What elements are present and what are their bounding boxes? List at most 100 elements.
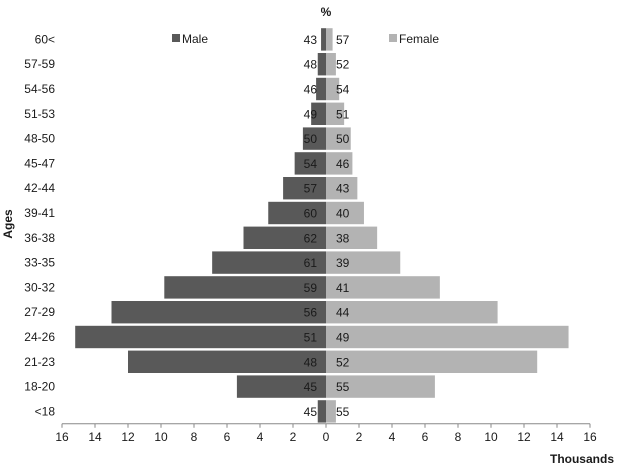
category-label: 27-29 bbox=[24, 305, 55, 319]
male-percent-label: 48 bbox=[304, 58, 318, 72]
female-percent-label: 51 bbox=[336, 107, 350, 121]
bar-male bbox=[111, 301, 326, 324]
legend-male-swatch bbox=[172, 34, 180, 42]
female-percent-label: 55 bbox=[336, 405, 350, 419]
x-tick-label: 14 bbox=[550, 430, 564, 444]
category-label: 24-26 bbox=[24, 330, 55, 344]
bar-female bbox=[326, 400, 336, 423]
bar-female bbox=[326, 325, 569, 349]
bar-male bbox=[236, 375, 326, 398]
bar-female bbox=[326, 375, 435, 398]
bar-female bbox=[326, 350, 538, 373]
bar-male bbox=[164, 276, 326, 299]
female-percent-label: 50 bbox=[336, 132, 350, 146]
x-tick-label: 14 bbox=[88, 430, 102, 444]
bar-male bbox=[311, 102, 326, 125]
y-axis-title: Ages bbox=[1, 209, 15, 239]
chart-title: % bbox=[321, 5, 332, 19]
category-label: <18 bbox=[35, 404, 56, 418]
bar-male bbox=[321, 28, 326, 51]
male-percent-label: 61 bbox=[304, 256, 318, 270]
legend-female-swatch bbox=[389, 34, 397, 42]
bar-female bbox=[326, 152, 353, 175]
bar-female bbox=[326, 53, 336, 76]
male-percent-label: 45 bbox=[304, 405, 318, 419]
category-label: 39-41 bbox=[24, 206, 55, 220]
bar-male bbox=[302, 127, 326, 150]
bar-female bbox=[326, 77, 340, 101]
bar-male bbox=[243, 226, 326, 249]
category-label: 60< bbox=[35, 32, 55, 46]
x-tick-label: 12 bbox=[121, 430, 135, 444]
legend: Male Female bbox=[172, 32, 439, 46]
category-label: 18-20 bbox=[24, 380, 55, 394]
category-label: 33-35 bbox=[24, 256, 55, 270]
female-percent-label: 57 bbox=[336, 33, 350, 47]
male-percent-label: 49 bbox=[304, 107, 318, 121]
x-tick-label: 6 bbox=[422, 430, 429, 444]
x-axis: 16 14 12 10 8 6 4 2 0 2 4 6 8 10 12 14 16 bbox=[55, 423, 597, 444]
male-percent-label: 46 bbox=[304, 83, 318, 97]
category-label: 54-56 bbox=[24, 82, 55, 96]
x-tick-label: 4 bbox=[257, 430, 264, 444]
female-percent-label: 52 bbox=[336, 58, 350, 72]
female-percent-label: 49 bbox=[336, 331, 350, 345]
bar-female bbox=[326, 127, 351, 150]
category-label: 42-44 bbox=[24, 181, 55, 195]
female-percent-label: 38 bbox=[336, 231, 350, 245]
labels-group: 60< 43 57 57-59 48 52 54-56 46 54 51-53 49 51 48-50 5… bbox=[24, 32, 350, 419]
x-tick-label: 16 bbox=[583, 430, 597, 444]
male-percent-label: 60 bbox=[304, 207, 318, 221]
male-percent-label: 59 bbox=[304, 281, 318, 295]
x-tick-label: 0 bbox=[323, 430, 330, 444]
bar-female bbox=[326, 226, 378, 249]
bar-male bbox=[283, 177, 326, 200]
male-percent-label: 54 bbox=[304, 157, 318, 171]
x-tick-label: 4 bbox=[389, 430, 396, 444]
male-percent-label: 45 bbox=[304, 380, 318, 394]
x-tick-label: 10 bbox=[484, 430, 498, 444]
x-tick-label: 10 bbox=[154, 430, 168, 444]
bar-male bbox=[294, 152, 326, 175]
category-label: 30-32 bbox=[24, 280, 55, 294]
x-tick-label: 12 bbox=[517, 430, 531, 444]
female-percent-label: 40 bbox=[336, 207, 350, 221]
bar-female bbox=[326, 276, 440, 299]
female-percent-label: 52 bbox=[336, 355, 350, 369]
male-percent-label: 62 bbox=[304, 231, 318, 245]
bar-male bbox=[212, 251, 326, 274]
male-percent-label: 51 bbox=[304, 331, 318, 345]
female-percent-label: 41 bbox=[336, 281, 350, 295]
x-axis-title: Thousands bbox=[550, 452, 614, 466]
legend-male-label: Male bbox=[182, 32, 208, 46]
bar-female bbox=[326, 102, 345, 125]
x-tick-label: 2 bbox=[356, 430, 363, 444]
male-percent-label: 50 bbox=[304, 132, 318, 146]
female-percent-label: 39 bbox=[336, 256, 350, 270]
legend-female-label: Female bbox=[399, 32, 439, 46]
bars-group bbox=[75, 28, 569, 423]
category-label: 57-59 bbox=[24, 57, 55, 71]
male-percent-label: 48 bbox=[304, 355, 318, 369]
category-label: 36-38 bbox=[24, 231, 55, 245]
bar-female bbox=[326, 251, 401, 274]
bar-male bbox=[317, 53, 326, 76]
category-label: 21-23 bbox=[24, 355, 55, 369]
bar-male bbox=[317, 400, 326, 423]
bar-female bbox=[326, 301, 498, 324]
bar-female bbox=[326, 28, 333, 51]
female-percent-label: 46 bbox=[336, 157, 350, 171]
male-percent-label: 43 bbox=[304, 33, 318, 47]
category-label: 45-47 bbox=[24, 156, 55, 170]
x-tick-label: 8 bbox=[455, 430, 462, 444]
male-percent-label: 56 bbox=[304, 306, 318, 320]
bar-male bbox=[316, 77, 326, 101]
x-tick-label: 2 bbox=[290, 430, 297, 444]
female-percent-label: 54 bbox=[336, 83, 350, 97]
x-tick-label: 6 bbox=[224, 430, 231, 444]
female-percent-label: 55 bbox=[336, 380, 350, 394]
female-percent-label: 44 bbox=[336, 306, 350, 320]
bar-male bbox=[268, 201, 326, 225]
category-label: 48-50 bbox=[24, 132, 55, 146]
